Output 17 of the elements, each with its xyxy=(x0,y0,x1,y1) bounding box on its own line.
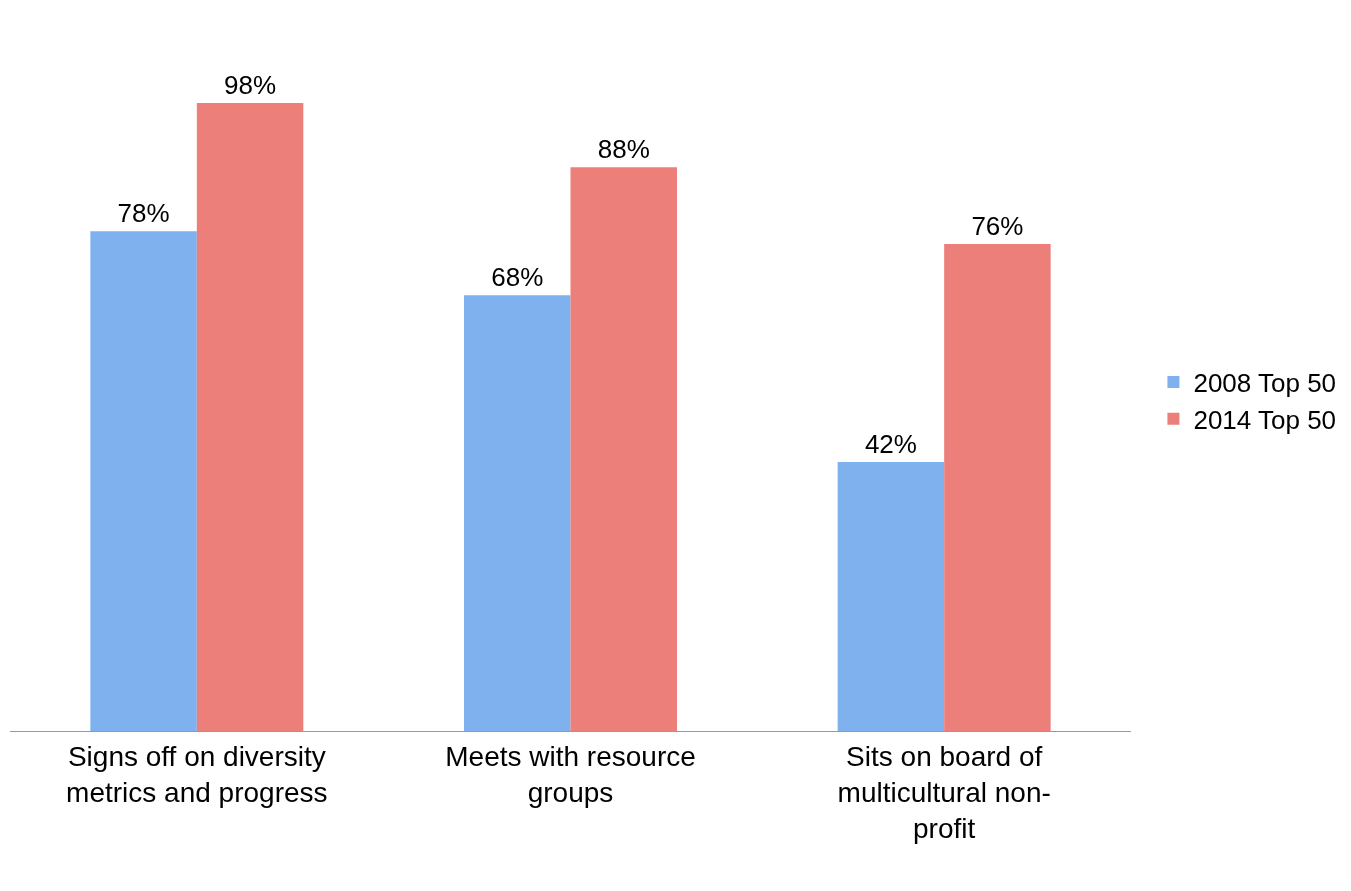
bar xyxy=(570,167,677,731)
data-label: 42% xyxy=(864,428,917,459)
legend-label: 2008 Top 50 xyxy=(1193,368,1337,399)
data-label: 68% xyxy=(491,262,544,293)
bar xyxy=(837,461,945,731)
x-tick-label: Meets with resource groups xyxy=(445,740,696,808)
data-label: 88% xyxy=(597,134,650,165)
legend-label: 2014 Top 50 xyxy=(1193,404,1337,435)
data-label: 98% xyxy=(224,70,277,101)
bar xyxy=(196,103,304,731)
bar xyxy=(944,244,1051,731)
x-tick-label: Signs off on diversity metrics and progress xyxy=(66,740,328,808)
bar xyxy=(90,231,197,731)
x-tick-label: Sits on board of multicultural non-profit xyxy=(837,740,1051,845)
data-label: 76% xyxy=(971,211,1024,242)
bar xyxy=(464,295,571,731)
data-label: 78% xyxy=(117,198,170,229)
